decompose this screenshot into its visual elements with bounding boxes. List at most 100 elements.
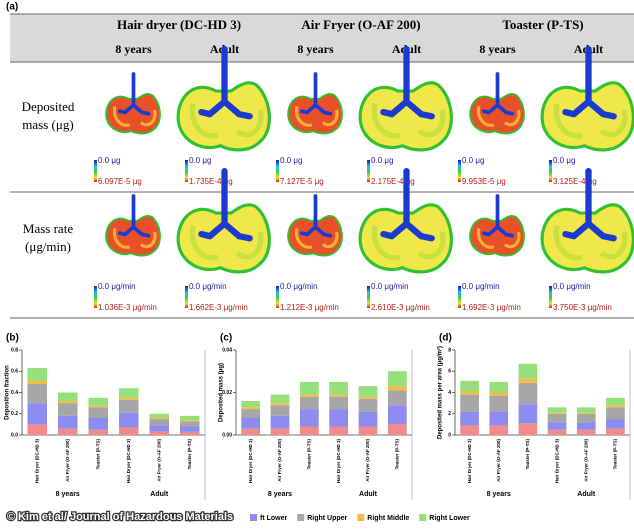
scale-min: 0.0 μg/min — [553, 282, 591, 291]
bar-segment — [149, 431, 170, 435]
color-scale — [94, 160, 97, 182]
bar-segment — [547, 413, 567, 423]
airway — [562, 45, 617, 120]
lung-tissue-inner — [189, 103, 264, 139]
x-tick-label: Hair Dryer (DC-HD 3) — [467, 439, 472, 484]
scale-max: 2.175E-4 μg — [371, 177, 415, 186]
scale-max: 9.953E-5 μg — [462, 177, 506, 186]
bar-segment — [387, 371, 407, 387]
legend-label: Right Middle — [367, 515, 409, 522]
bar-segment — [57, 392, 78, 401]
panel-label: (b) — [6, 333, 19, 344]
bar-segment — [576, 412, 596, 414]
x-tick-label: Hair Dryer (DC-HD 3) — [126, 439, 131, 484]
bar-segment — [358, 386, 378, 397]
lung-image — [105, 194, 161, 257]
bar-segment — [299, 394, 319, 397]
scale-max: 3.750E-3 μg/min — [553, 303, 612, 312]
lung-image — [358, 167, 453, 274]
device-header: Hair dryer (DC-HD 3) — [117, 17, 241, 32]
lung-tissue-inner — [371, 225, 446, 261]
bar-segment — [518, 423, 538, 435]
bar-segment — [387, 386, 407, 391]
scale-min: 0.0 μg — [280, 156, 302, 165]
bar-segment — [118, 412, 139, 428]
group-label: 8 years — [268, 491, 292, 498]
lung-tissue-inner — [112, 227, 157, 249]
bar-segment — [358, 396, 378, 399]
bar-segment — [270, 405, 290, 416]
y-tick-label: 0.02 — [222, 390, 232, 396]
bar-segment — [606, 407, 625, 420]
legend-label: Right Lower — [429, 515, 470, 522]
bar-segment — [179, 420, 200, 422]
row-label: Mass rate — [23, 221, 73, 236]
bar-segment — [460, 380, 479, 392]
x-tick-label: Toaster (P-TS) — [525, 439, 530, 470]
x-tick-label: Hair Dryer (DC-HD 3) — [336, 439, 341, 484]
airway — [380, 167, 435, 242]
bar-segment — [329, 409, 349, 427]
scale-min: 0.0 μg/min — [280, 282, 318, 291]
lung-image — [287, 194, 343, 257]
lung-tissue-inner — [294, 227, 339, 249]
airway — [481, 72, 515, 116]
color-scale — [367, 286, 370, 308]
legend-swatch — [250, 514, 257, 521]
bar-segment — [329, 394, 349, 397]
group-label: Adult — [150, 491, 169, 498]
x-tick-label: Toaster (P-TS) — [187, 439, 192, 470]
bar-segment — [27, 368, 48, 381]
bar-segment — [460, 425, 479, 435]
bar-segment — [606, 419, 625, 429]
x-tick-label: Hair Dryer (DC-HD 3) — [248, 439, 253, 484]
lung-tissue-inner — [476, 105, 521, 127]
x-tick-label: Toaster (P-TS) — [395, 439, 400, 470]
scale-min: 0.0 μg — [553, 156, 575, 165]
bar-segment — [270, 394, 290, 404]
scale-max: 1.692E-3 μg/min — [462, 303, 521, 312]
bar-segment — [606, 405, 625, 408]
bar-segment — [299, 396, 319, 410]
scale-max: 1.662E-3 μg/min — [189, 303, 248, 312]
legend-swatch — [419, 514, 427, 521]
lung-tissue-inner — [553, 103, 628, 139]
scale-max: 6.097E-5 μg — [98, 177, 142, 186]
bar-segment — [88, 418, 109, 430]
lung-tissue-inner — [371, 103, 446, 139]
bar-segment — [576, 429, 596, 435]
color-scale — [458, 160, 461, 182]
bar-segment — [27, 384, 48, 404]
bar-segment — [27, 424, 48, 435]
lung-image — [358, 45, 453, 152]
bar-segment — [547, 422, 567, 430]
device-header: Air Fryer (O-AF 200) — [301, 17, 420, 32]
y-tick-label: 0.2 — [11, 411, 18, 417]
color-scale — [276, 160, 279, 182]
device-header: Toaster (P-TS) — [502, 17, 583, 32]
y-tick-label: 0.6 — [11, 369, 18, 375]
scale-max: 7.127E-5 μg — [280, 177, 324, 186]
scale-min: 0.0 μg — [462, 156, 484, 165]
group-label: Adult — [577, 491, 596, 498]
credit: © Kim et al/ Journal of Hazardous Materi… — [7, 511, 233, 523]
lung-image — [469, 72, 525, 135]
x-tick-label: Toaster (P-TS) — [613, 439, 618, 470]
bar-segment — [358, 398, 378, 412]
lung-image — [469, 194, 525, 257]
bar-segment — [606, 428, 625, 435]
bar-segment — [270, 415, 290, 429]
airway — [380, 45, 435, 120]
lung-tissue-inner — [294, 105, 339, 127]
color-scale — [185, 286, 188, 308]
bar-segment — [329, 381, 349, 395]
color-scale — [549, 286, 552, 308]
bar-segment — [387, 390, 407, 406]
age-header: 8 years — [297, 42, 334, 56]
bar-segment — [489, 395, 509, 412]
color-scale — [185, 160, 188, 182]
bar-segment — [299, 381, 319, 395]
y-tick-label: 0 — [448, 432, 451, 438]
row-label: mass (μg) — [22, 117, 73, 132]
